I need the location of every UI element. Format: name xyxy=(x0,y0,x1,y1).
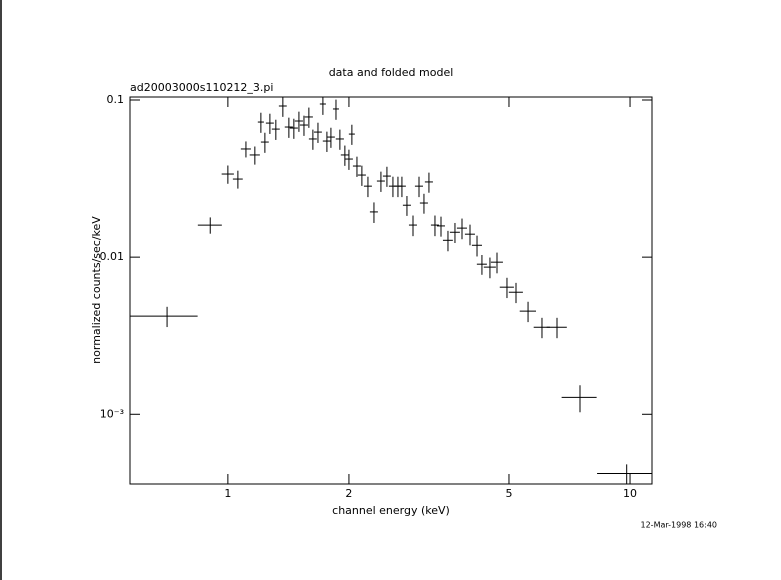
timestamp: 12-Mar-1998 16:40 xyxy=(641,521,718,530)
y-tick-label: 0.01 xyxy=(100,250,125,263)
y-tick-label: 10⁻³ xyxy=(100,407,124,420)
x-tick-label: 2 xyxy=(345,487,352,500)
x-tick-label: 10 xyxy=(623,487,637,500)
chart-title: data and folded model xyxy=(329,66,454,79)
y-axis-label: normalized counts/sec/keV xyxy=(90,216,103,364)
x-tick-label: 1 xyxy=(224,487,231,500)
x-axis-label: channel energy (keV) xyxy=(332,504,450,517)
plot-frame xyxy=(129,96,653,485)
chart-subtitle: ad20003000s110212_3.pi xyxy=(130,81,273,94)
x-tick-label: 5 xyxy=(505,487,512,500)
y-tick-label: 0.1 xyxy=(107,93,125,106)
